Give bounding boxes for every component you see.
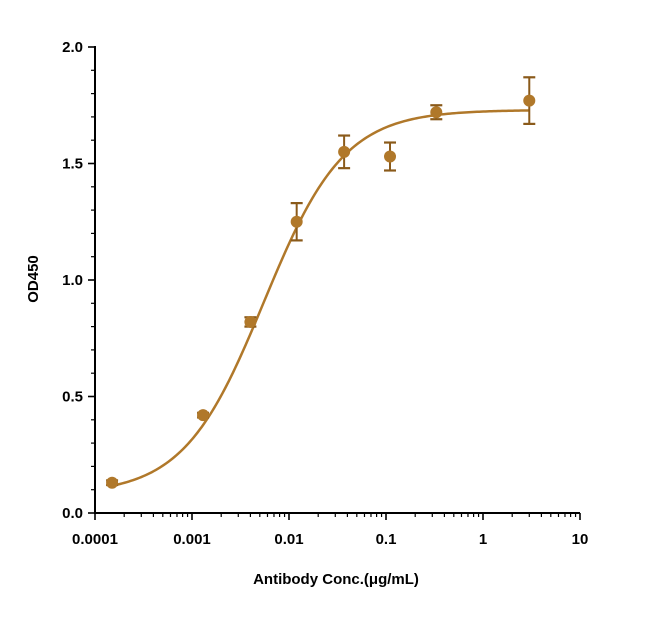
data-point <box>290 202 303 242</box>
y-tick-label: 1.0 <box>62 272 83 289</box>
x-axis-title: Antibody Conc.(μg/mL) <box>253 571 419 588</box>
point-marker <box>244 315 257 328</box>
y-tick-label: 2.0 <box>62 39 83 56</box>
x-tick-label: 10 <box>572 531 589 548</box>
data-point <box>244 315 257 328</box>
x-tick-label: 1 <box>479 531 487 548</box>
data-points <box>106 76 536 489</box>
data-point <box>384 141 397 172</box>
y-axis: 0.0 0.5 1.0 1.5 2.0 <box>62 39 96 522</box>
point-marker <box>384 150 397 163</box>
x-tick-label: 0.001 <box>173 531 211 548</box>
x-tick-label: 0.0001 <box>72 531 118 548</box>
point-marker <box>430 106 443 119</box>
y-axis-title: OD450 <box>25 255 42 303</box>
y-tick-label: 0.5 <box>62 389 83 406</box>
data-point <box>338 134 351 170</box>
point-marker <box>338 145 351 158</box>
x-axis: 0.0001 0.001 0.01 0.1 1 10 <box>72 512 589 548</box>
point-marker <box>197 409 210 422</box>
point-marker <box>523 94 536 107</box>
data-point <box>430 104 443 121</box>
data-point <box>106 476 119 489</box>
data-point <box>523 76 536 125</box>
x-tick-label: 0.1 <box>376 531 397 548</box>
point-marker <box>106 476 119 489</box>
y-tick-label: 0.0 <box>62 505 83 522</box>
fit-curve <box>111 109 530 488</box>
y-tick-label: 1.5 <box>62 156 83 173</box>
point-marker <box>290 215 303 228</box>
x-tick-label: 0.01 <box>274 531 303 548</box>
data-point <box>197 409 210 422</box>
